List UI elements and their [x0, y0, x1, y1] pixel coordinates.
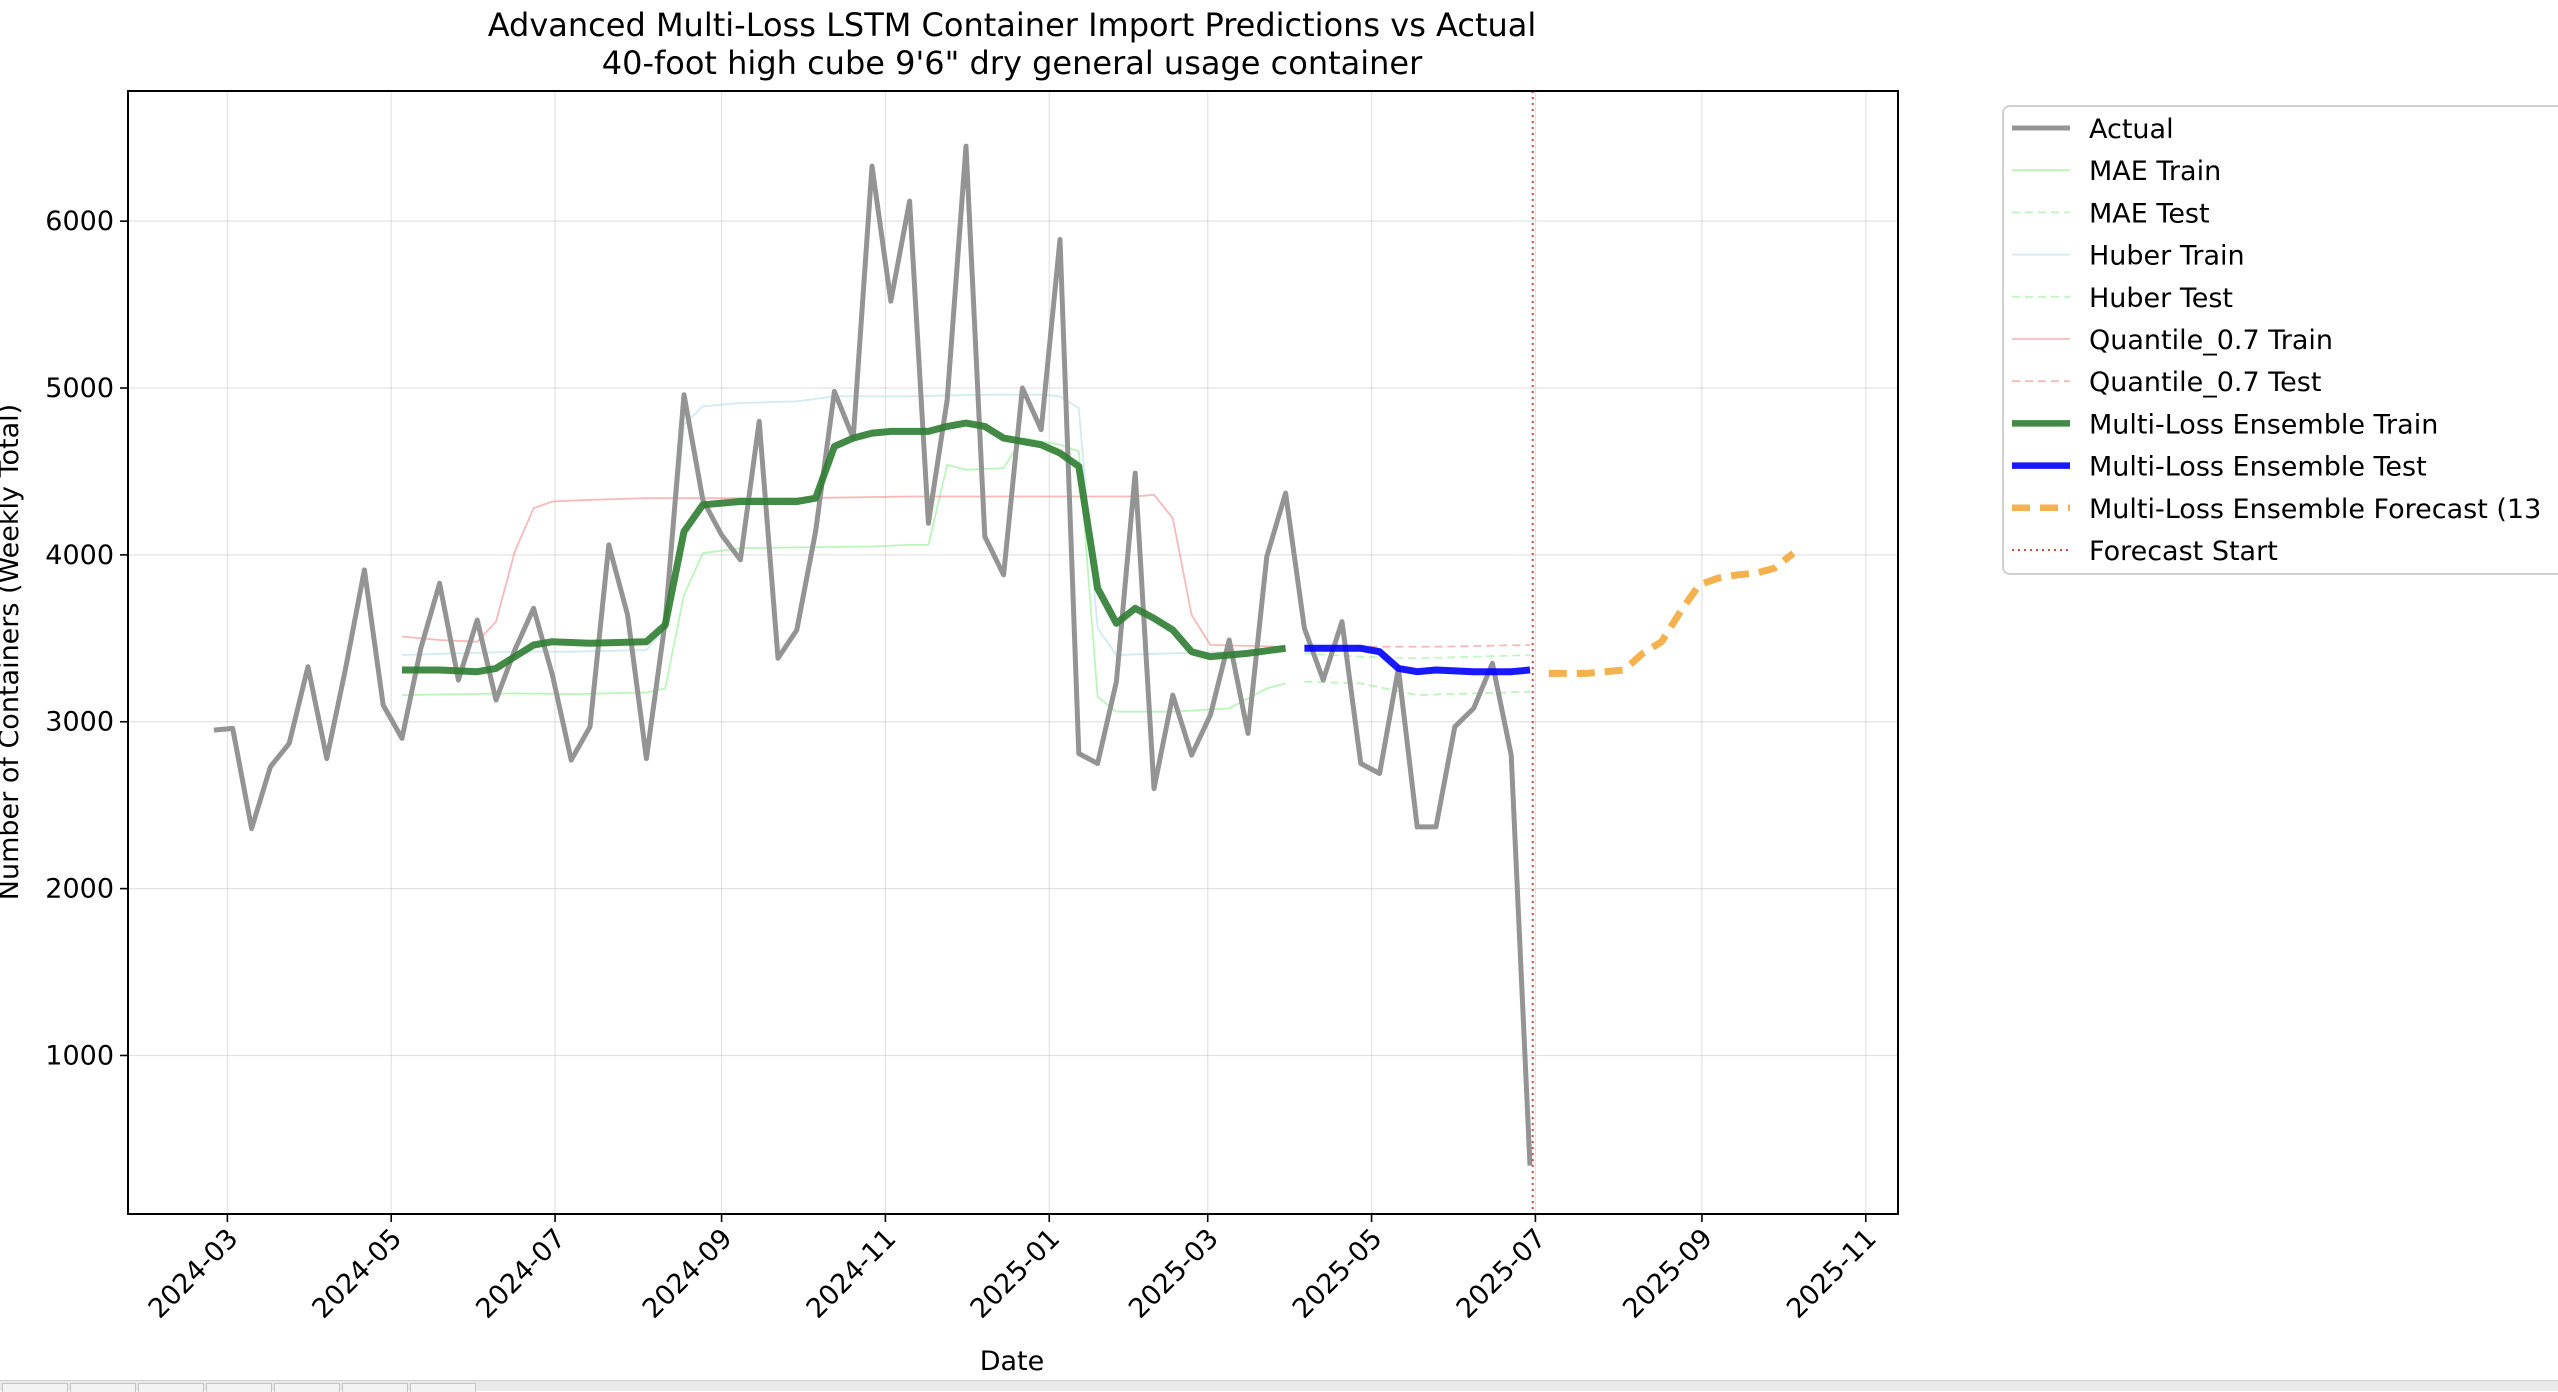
legend-label: Quantile_0.7 Test: [2089, 367, 2321, 398]
x-tick-label: 2025-01: [965, 1223, 1067, 1325]
legend-frame: [2002, 105, 2558, 575]
y-axis-label: Number of Containers (Weekly Total): [0, 404, 25, 900]
series-mae-test: [1304, 680, 1531, 696]
x-tick-label: 2024-03: [143, 1223, 245, 1325]
bottom-toolbar-strip: [0, 1380, 2558, 1392]
x-tick-label: 2024-09: [637, 1223, 739, 1325]
legend-label: Multi-Loss Ensemble Train: [2089, 409, 2438, 440]
series-quantile-0-7-train: [401, 493, 1286, 648]
x-tick-label: 2025-11: [1781, 1223, 1883, 1325]
toolbar-tab[interactable]: [138, 1383, 204, 1392]
legend-label: Multi-Loss Ensemble Forecast (13: [2089, 494, 2541, 525]
legend-label: Actual: [2089, 114, 2174, 145]
chart-title: Advanced Multi-Loss LSTM Container Impor…: [488, 6, 1537, 44]
toolbar-tab[interactable]: [342, 1383, 408, 1392]
plot-frame: [127, 90, 1899, 1215]
legend-label: Quantile_0.7 Train: [2089, 325, 2333, 356]
x-tick-label: 2024-05: [306, 1223, 408, 1325]
x-axis-label: Date: [980, 1346, 1045, 1377]
legend-label: Multi-Loss Ensemble Test: [2089, 452, 2427, 483]
legend-label: MAE Train: [2089, 156, 2221, 187]
x-axis: 2024-03 2024-05 2024-07 2024-09 2024-11 2025-…: [143, 1214, 1883, 1325]
x-tick-label: 2024-11: [801, 1223, 903, 1325]
legend-label: Huber Test: [2089, 283, 2233, 314]
series-layer: [213, 91, 1796, 1214]
toolbar-tab[interactable]: [410, 1383, 476, 1392]
y-tick-label: 5000: [45, 373, 114, 404]
series-multi-loss-ensemble-test: [1304, 644, 1531, 676]
x-tick-label: 2025-09: [1617, 1223, 1719, 1325]
toolbar-tab[interactable]: [70, 1383, 136, 1392]
legend-label: MAE Test: [2089, 198, 2210, 229]
y-axis: 1000 2000 3000 4000 5000 6000: [45, 206, 128, 1071]
y-tick-label: 6000: [45, 206, 114, 237]
y-tick-label: 4000: [45, 540, 114, 571]
y-tick-label: 2000: [45, 874, 114, 905]
toolbar-tab[interactable]: [206, 1383, 272, 1392]
legend: Actual MAE Train MAE Test Huber Train Huber …: [2002, 105, 2558, 575]
series-huber-test: [1304, 652, 1531, 660]
toolbar-tab[interactable]: [2, 1383, 68, 1392]
series-multi-loss-ensemble-train: [402, 419, 1287, 676]
y-tick-label: 1000: [45, 1040, 114, 1071]
x-tick-label: 2025-07: [1451, 1223, 1553, 1325]
series-multi-loss-ensemble-forecast-13: [1548, 550, 1796, 677]
legend-label: Huber Train: [2089, 241, 2245, 272]
chart-subtitle: 40-foot high cube 9'6" dry general usage…: [602, 44, 1423, 82]
x-tick-label: 2025-03: [1123, 1223, 1225, 1325]
x-tick-label: 2025-05: [1287, 1223, 1389, 1325]
series-mae-train: [401, 437, 1286, 713]
y-tick-label: 3000: [45, 707, 114, 738]
toolbar-tab[interactable]: [274, 1383, 340, 1392]
legend-label: Forecast Start: [2089, 536, 2278, 567]
x-tick-label: 2024-07: [470, 1223, 572, 1325]
series-actual: [213, 143, 1533, 1166]
grid: [128, 91, 1898, 1214]
